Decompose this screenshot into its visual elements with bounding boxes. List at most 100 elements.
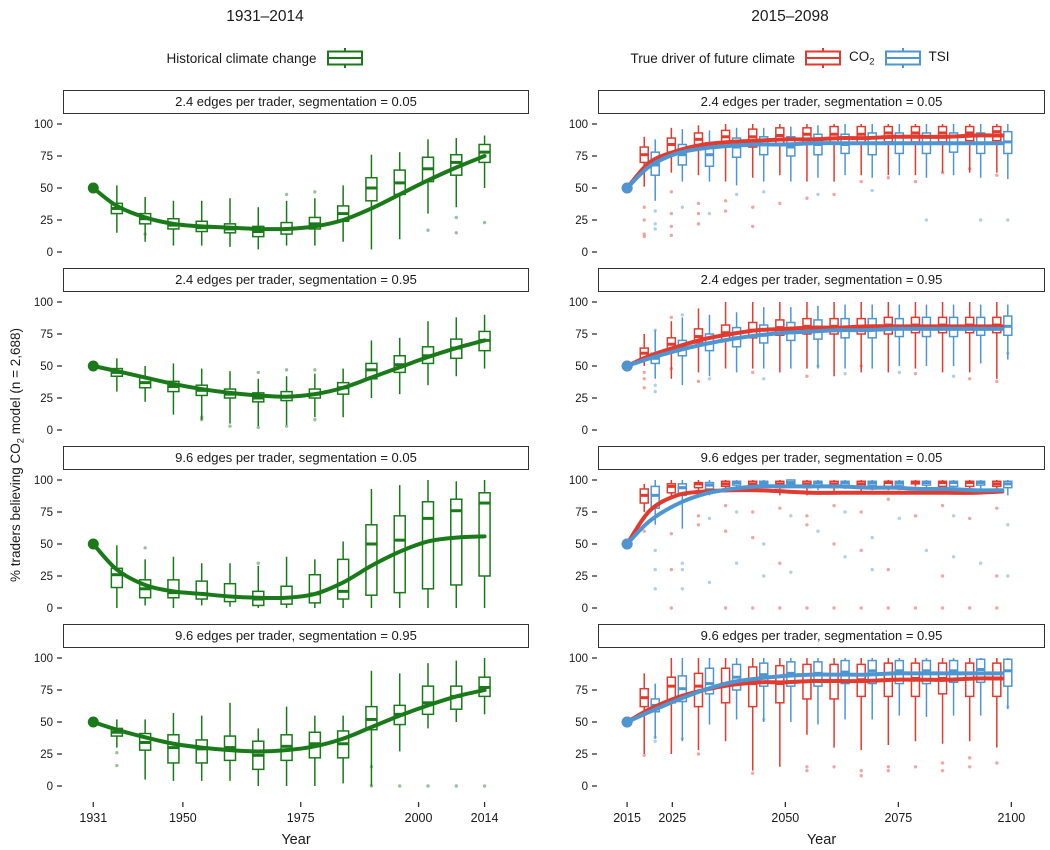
x-tick-label: 1931 xyxy=(79,811,107,825)
outlier-point xyxy=(886,606,891,610)
outlier-point xyxy=(789,570,793,574)
boxplot-key-icon xyxy=(805,48,842,68)
outlier-point xyxy=(805,765,809,769)
y-tick-label: 25 xyxy=(40,749,53,761)
facet-plot: 0 25 50 75 100 xyxy=(34,475,491,615)
outlier-point xyxy=(843,510,847,514)
trend-curve xyxy=(91,534,487,601)
outlier-point xyxy=(967,606,972,610)
outlier-point xyxy=(751,370,755,375)
outlier-point xyxy=(680,205,685,209)
outlier-point xyxy=(680,561,685,565)
outlier-point xyxy=(707,377,712,381)
column-historical: 1931–2014 Historical climate change % tr… xyxy=(0,8,530,848)
y-tick-label: 0 xyxy=(582,425,588,437)
y-tick-label: 75 xyxy=(40,151,53,163)
trend-curve xyxy=(625,324,1005,368)
outlier-point xyxy=(642,377,646,381)
box xyxy=(195,580,208,600)
y-tick-label: 25 xyxy=(40,215,53,227)
outlier-point xyxy=(778,506,782,510)
outlier-point xyxy=(313,418,317,422)
column-future: 2015–2098 True driver of future climate … xyxy=(530,0,1050,850)
trend-curve xyxy=(625,671,1005,724)
outlier-point xyxy=(924,548,929,553)
y-tick-label: 50 xyxy=(575,183,588,195)
outlier-point xyxy=(313,190,317,194)
x-axis: 1931 1950 1975 2000 2014 Year xyxy=(79,802,499,848)
outlier-point xyxy=(642,370,646,375)
outlier-point xyxy=(859,510,863,514)
x-axis-title: Year xyxy=(807,832,836,848)
y-tick-label: 75 xyxy=(575,507,588,519)
start-point xyxy=(87,716,99,728)
box xyxy=(421,685,435,716)
x-tick-label: 2075 xyxy=(884,811,912,825)
y-tick-label: 100 xyxy=(34,475,53,487)
outlier-point xyxy=(978,561,983,565)
facet: 2.4 edges per trader, segmentation = 0.9… xyxy=(530,268,1050,438)
outlier-point xyxy=(669,567,674,572)
outlier-point xyxy=(680,567,685,572)
outlier-point xyxy=(762,574,766,578)
outlier-point xyxy=(723,209,728,213)
outlier-point xyxy=(897,516,902,521)
outlier-point xyxy=(843,555,847,559)
outlier-point xyxy=(642,218,646,222)
outlier-point xyxy=(940,503,945,508)
outlier-point xyxy=(886,176,891,180)
facet: 9.6 edges per trader, segmentation = 0.0… xyxy=(0,446,530,616)
outlier-point xyxy=(805,606,809,610)
outlier-point xyxy=(967,516,972,521)
facet-plot: 0 25 50 75 100 xyxy=(34,653,491,793)
outlier-point xyxy=(653,222,657,226)
box xyxy=(365,524,378,596)
x-tick-label: 1975 xyxy=(287,811,315,825)
outlier-point xyxy=(669,224,674,229)
outlier-point xyxy=(680,587,685,591)
boxplot-key-icon xyxy=(326,48,363,68)
y-tick-label: 75 xyxy=(40,329,53,341)
outlier-point xyxy=(1006,218,1010,222)
outlier-point xyxy=(789,514,793,518)
outlier-point xyxy=(762,377,766,381)
outlier-point xyxy=(653,739,657,743)
box xyxy=(666,483,677,494)
facet: 9.6 edges per trader, segmentation = 0.9… xyxy=(0,624,530,794)
box xyxy=(195,739,208,764)
outlier-point xyxy=(859,768,863,773)
outlier-point xyxy=(200,418,204,422)
outlier-point xyxy=(228,424,232,428)
trend-curve xyxy=(625,141,1005,190)
facet-plot: 0 25 50 75 100 xyxy=(569,119,1013,259)
outlier-point xyxy=(642,232,646,236)
trend-curve xyxy=(91,338,487,399)
outlier-point xyxy=(832,606,836,610)
x-tick-label: 2014 xyxy=(471,811,499,825)
facet-plot: 0 25 50 75 100 xyxy=(569,653,1013,793)
outlier-point xyxy=(680,313,685,317)
start-point xyxy=(87,182,99,194)
y-tick-label: 50 xyxy=(40,717,53,729)
outlier-point xyxy=(1006,523,1010,527)
facet-strip-label: 9.6 edges per trader, segmentation = 0.9… xyxy=(63,624,529,648)
outlier-point xyxy=(653,389,657,394)
legend-historical: Historical climate change xyxy=(0,47,530,69)
start-point xyxy=(621,360,633,372)
start-point xyxy=(87,538,99,550)
y-tick-label: 50 xyxy=(40,183,53,195)
y-tick-label: 0 xyxy=(47,781,53,793)
column-title-future: 2015–2098 xyxy=(751,8,829,25)
facet: 9.6 edges per trader, segmentation = 0.9… xyxy=(530,624,1050,794)
y-tick-label: 50 xyxy=(575,361,588,373)
legend-item: TSI xyxy=(884,47,950,69)
outlier-point xyxy=(696,222,701,226)
facet-strip-label: 2.4 edges per trader, segmentation = 0.0… xyxy=(598,90,1045,114)
outlier-point xyxy=(653,567,657,572)
outlier-point xyxy=(995,379,999,384)
outlier-point xyxy=(913,371,918,376)
facet-strip-label: 2.4 edges per trader, segmentation = 0.9… xyxy=(63,268,529,292)
outlier-point xyxy=(696,523,701,527)
y-tick-label: 50 xyxy=(575,717,588,729)
facet-plot: 0 25 50 75 100 xyxy=(569,297,1013,437)
